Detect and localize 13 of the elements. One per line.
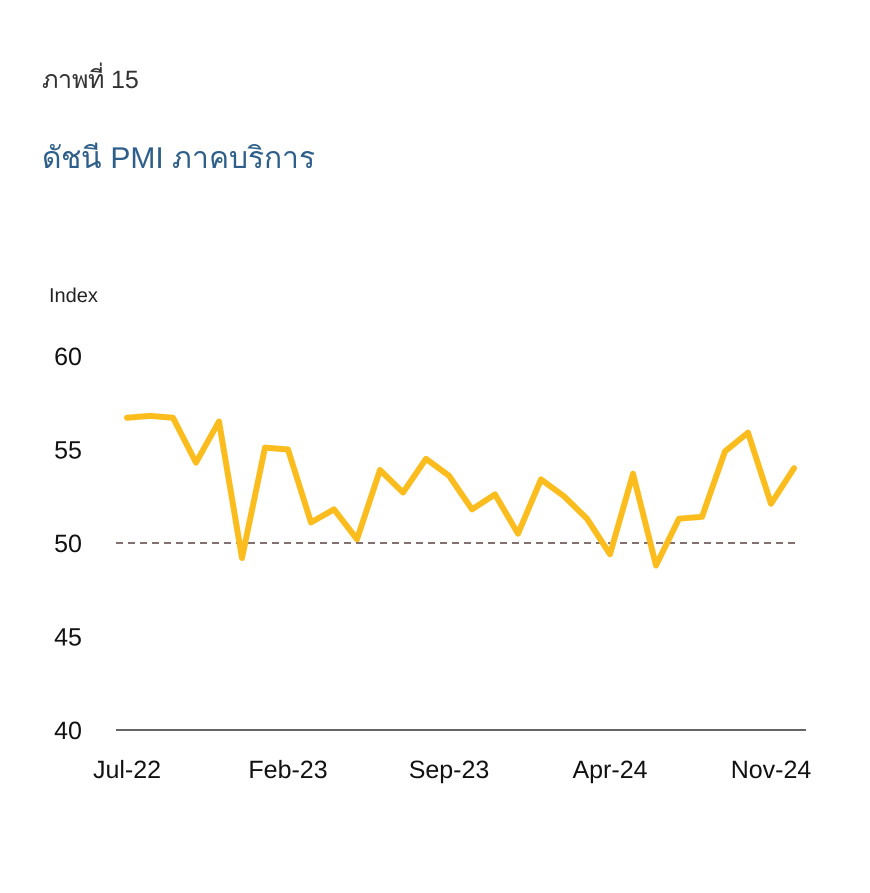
y-tick-label: 40 <box>54 716 82 745</box>
x-tick-label: Jul-22 <box>92 756 162 784</box>
x-tick-label: Nov-24 <box>730 756 812 784</box>
x-tick-label: Sep-23 <box>408 756 490 784</box>
chart-title: ภาพที่ 15 <box>42 62 139 94</box>
x-tick-label: Apr-24 <box>572 756 648 784</box>
x-tick-label: Feb-23 <box>248 756 328 784</box>
y-tick-label: 50 <box>54 530 82 558</box>
y-tick-label: 55 <box>54 436 82 464</box>
y-tick-label: 60 <box>54 342 82 371</box>
y-tick-label: 45 <box>54 623 82 652</box>
chart-subtitle: ดัชนี PMI ภาคบริการ <box>42 142 316 175</box>
y-axis-title: Index <box>49 285 98 307</box>
